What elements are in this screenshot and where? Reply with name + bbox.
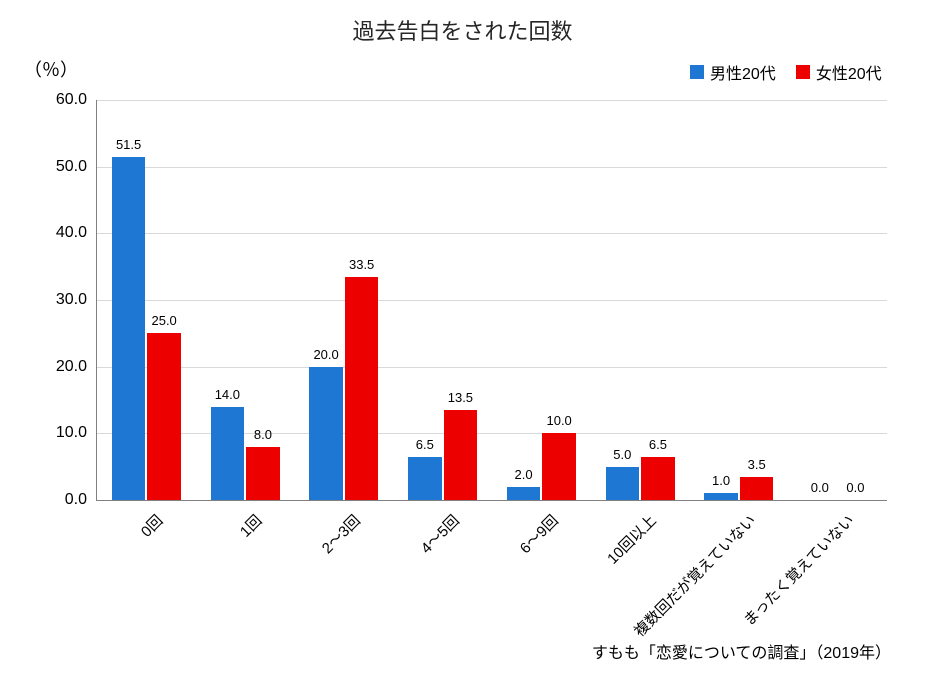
y-axis-unit-label: （％）	[24, 56, 78, 82]
bar-value-label: 8.0	[254, 427, 272, 442]
legend-label-male: 男性20代	[710, 60, 776, 84]
bar: 20.0	[309, 367, 343, 500]
bar-group: 0.00.0まったく覚えていない	[788, 100, 887, 500]
bar-group: 14.08.01回	[196, 100, 295, 500]
bar: 8.0	[246, 447, 280, 500]
source-text: すもも「恋愛についての調査」（2019年）	[592, 639, 891, 663]
bar-value-label: 51.5	[116, 137, 141, 152]
bar-value-label: 2.0	[515, 467, 533, 482]
bar-value-label: 5.0	[613, 447, 631, 462]
x-tick-label: 6～9回	[514, 510, 562, 558]
bar: 3.5	[740, 477, 774, 500]
y-tick-label: 0.0	[65, 491, 97, 509]
chart-title: 過去告白をされた回数	[0, 14, 925, 46]
y-tick-label: 20.0	[56, 358, 97, 376]
y-tick-label: 40.0	[56, 224, 97, 242]
x-tick-label: 10回以上	[603, 510, 661, 568]
bar: 25.0	[147, 333, 181, 500]
bar-group: 51.525.00回	[97, 100, 196, 500]
bar: 14.0	[211, 407, 245, 500]
bar-value-label: 25.0	[151, 313, 176, 328]
plot-area: 0.010.020.030.040.050.060.051.525.00回14.…	[96, 100, 887, 501]
bar-value-label: 0.0	[811, 480, 829, 495]
bar: 33.5	[345, 277, 379, 500]
x-tick-label: 1回	[235, 510, 266, 541]
y-tick-label: 30.0	[56, 291, 97, 309]
x-tick-label: 0回	[136, 510, 167, 541]
x-tick-label: 4～5回	[416, 510, 464, 558]
legend-label-female: 女性20代	[816, 60, 882, 84]
bar-value-label: 6.5	[649, 437, 667, 452]
bar-value-label: 33.5	[349, 257, 374, 272]
bar: 51.5	[112, 157, 146, 500]
bar-value-label: 6.5	[416, 437, 434, 452]
bar: 10.0	[542, 433, 576, 500]
legend: 男性20代 女性20代	[690, 60, 896, 84]
bar: 6.5	[408, 457, 442, 500]
bar-group: 20.033.52～3回	[295, 100, 394, 500]
y-tick-label: 60.0	[56, 91, 97, 109]
legend-item-male: 男性20代	[690, 60, 776, 84]
bar-value-label: 14.0	[215, 387, 240, 402]
bar: 13.5	[444, 410, 478, 500]
x-tick-label: 2～3回	[317, 510, 365, 558]
bar: 6.5	[641, 457, 675, 500]
bar-value-label: 1.0	[712, 473, 730, 488]
y-tick-label: 50.0	[56, 158, 97, 176]
bar: 2.0	[507, 487, 541, 500]
bar: 5.0	[606, 467, 640, 500]
bar-group: 6.513.54～5回	[393, 100, 492, 500]
bar-value-label: 10.0	[546, 413, 571, 428]
bar-value-label: 0.0	[846, 480, 864, 495]
bar-group: 1.03.5複数回だが覚えていない	[690, 100, 789, 500]
legend-swatch-male	[690, 65, 704, 79]
chart-container: 過去告白をされた回数 （％） 男性20代 女性20代 0.0 10.0 20.0 30…	[0, 0, 925, 677]
bar-group: 5.06.510回以上	[591, 100, 690, 500]
y-tick-label: 10.0	[56, 424, 97, 442]
bar-group: 2.010.06～9回	[492, 100, 591, 500]
bar-value-label: 3.5	[748, 457, 766, 472]
legend-swatch-female	[796, 65, 810, 79]
bar-value-label: 13.5	[448, 390, 473, 405]
bar: 1.0	[704, 493, 738, 500]
bar-value-label: 20.0	[313, 347, 338, 362]
legend-item-female: 女性20代	[796, 60, 882, 84]
